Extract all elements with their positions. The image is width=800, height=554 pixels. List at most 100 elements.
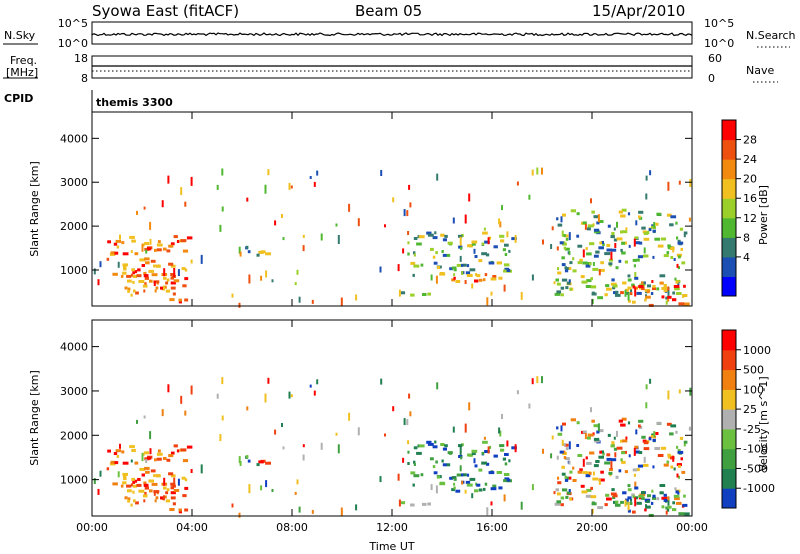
scatter-cell xyxy=(638,494,644,498)
scatter-cell xyxy=(582,221,587,225)
scatter-cell xyxy=(173,489,180,492)
scatter-cell xyxy=(643,447,650,451)
scatter-cell xyxy=(488,261,495,265)
scatter-cell xyxy=(683,234,686,238)
scatter-cell xyxy=(678,302,685,306)
y-tick-label: 2000 xyxy=(60,429,88,442)
velocity-panel: 1000 2000 3000 4000 00:00 04:00 08:00 12:00 16:0… xyxy=(28,319,708,553)
scatter-cell xyxy=(173,444,178,448)
scatter-cell xyxy=(294,491,297,495)
scatter-cell xyxy=(591,291,595,295)
scatter-cell xyxy=(675,490,679,494)
scatter-cell xyxy=(542,239,544,245)
scatter-cell xyxy=(302,444,305,448)
scatter-cell xyxy=(146,247,152,251)
scatter-cell xyxy=(406,210,409,217)
scatter-cell xyxy=(557,223,563,227)
scatter-cell xyxy=(502,248,506,252)
scatter-cell xyxy=(418,444,425,448)
scatter-cell xyxy=(569,261,573,265)
scatter-cell xyxy=(651,280,654,283)
scatter-cell xyxy=(156,243,163,247)
scatter-cell xyxy=(572,257,575,261)
scatter-cell xyxy=(453,482,456,486)
scatter-cell xyxy=(622,439,628,443)
scatter-cell xyxy=(136,419,138,424)
scatter-cell xyxy=(672,246,675,253)
scatter-cell xyxy=(313,181,316,187)
scatter-cell xyxy=(106,257,110,261)
scatter-cell xyxy=(551,226,554,231)
scatter-cell xyxy=(281,214,283,218)
scatter-cell xyxy=(126,274,132,278)
scatter-cell xyxy=(585,285,592,288)
scatter-cell xyxy=(565,237,569,241)
scatter-cell xyxy=(432,236,438,240)
scatter-cell xyxy=(265,252,271,256)
scatter-cell xyxy=(247,459,251,463)
scatter-cell xyxy=(403,418,406,426)
scatter-cell xyxy=(473,248,476,254)
scatter-cell xyxy=(149,279,153,283)
scatter-cell xyxy=(442,447,447,451)
scatter-cell xyxy=(627,496,632,500)
colorbar-segment xyxy=(722,120,736,141)
scatter-cell xyxy=(498,218,501,225)
scatter-cell xyxy=(499,430,502,437)
scatter-cell xyxy=(446,463,451,467)
scatter-cell xyxy=(190,469,193,473)
scatter-cell xyxy=(109,462,116,466)
scatter-cell xyxy=(589,451,595,455)
scatter-cell xyxy=(615,503,621,507)
date-title: 15/Apr/2010 xyxy=(592,2,685,20)
scatter-cell xyxy=(153,281,156,286)
freq-label-1: Freq. xyxy=(10,54,37,67)
scatter-cell xyxy=(131,239,136,243)
scatter-cell xyxy=(503,284,506,292)
scatter-cell xyxy=(511,446,517,450)
scatter-cell xyxy=(144,276,149,280)
scatter-cell xyxy=(590,407,592,413)
scatter-cell xyxy=(460,246,463,250)
scatter-cell xyxy=(121,241,125,245)
scatter-cell xyxy=(661,295,665,299)
scatter-cell xyxy=(648,303,654,307)
scatter-cell xyxy=(437,475,441,479)
scatter-cell xyxy=(560,216,563,223)
scatter-cell xyxy=(634,287,637,297)
colorbar-segment xyxy=(722,389,736,410)
scatter-cell xyxy=(348,412,351,421)
scatter-cell xyxy=(590,198,592,204)
scatter-cell xyxy=(618,419,623,423)
freq-strip xyxy=(91,55,693,79)
scatter-cell xyxy=(646,500,650,503)
scatter-cell xyxy=(474,489,479,493)
scatter-cell xyxy=(149,448,152,455)
y-tick-label: 4000 xyxy=(60,132,88,145)
scatter-cell xyxy=(221,168,224,176)
scatter-cell xyxy=(511,237,517,241)
scatter-cell xyxy=(436,382,439,390)
scatter-cell xyxy=(420,473,424,477)
scatter-cell xyxy=(584,433,587,440)
scatter-cell xyxy=(453,273,456,277)
scatter-cell xyxy=(264,184,267,194)
scatter-cell xyxy=(451,488,455,492)
x-tick-label: 12:00 xyxy=(376,521,408,534)
scatter-cell xyxy=(413,474,420,478)
scatter-cell xyxy=(422,293,427,296)
scatter-cell xyxy=(144,282,147,286)
scatter-cell xyxy=(123,267,127,271)
scatter-cell xyxy=(441,459,444,463)
scatter-cell xyxy=(165,281,169,285)
y-tick-label: 2000 xyxy=(60,220,88,233)
scatter-cell xyxy=(170,486,174,490)
scatter-cell xyxy=(482,440,488,444)
scatter-cell xyxy=(441,250,444,253)
scatter-cell xyxy=(290,394,293,398)
scatter-cell xyxy=(514,234,517,243)
colorbar-frame xyxy=(721,119,737,297)
scatter-cell xyxy=(407,462,410,465)
scatter-cell xyxy=(446,253,451,257)
scatter-cell xyxy=(282,446,285,450)
